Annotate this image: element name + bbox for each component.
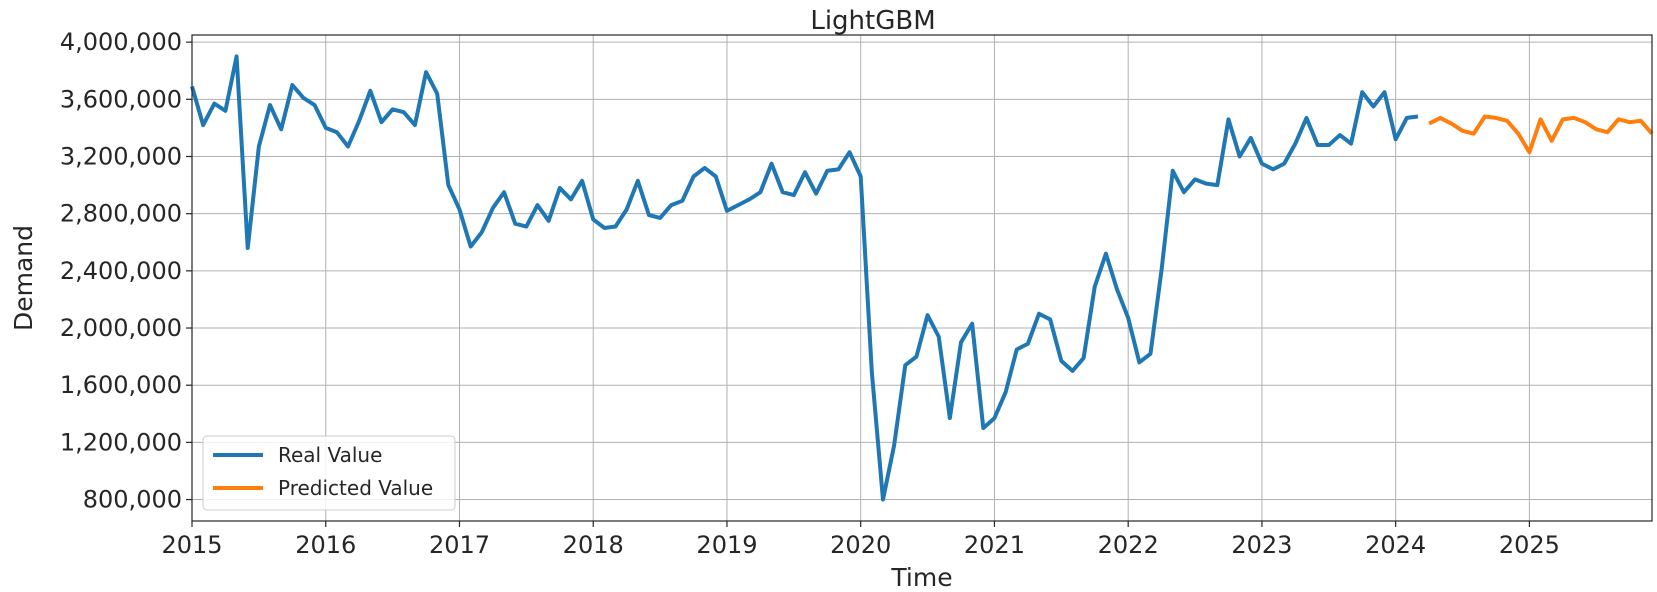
- series-line-real-value: [190, 54, 1419, 502]
- series-line-predicted-value: [1428, 114, 1654, 155]
- series-lines: [190, 54, 1654, 502]
- y-tick-label: 2,400,000: [60, 257, 182, 285]
- y-tick-label: 2,800,000: [60, 200, 182, 228]
- y-axis-ticks: 800,000 1,200,000 1,600,000 2,000,000 2,400,…: [60, 28, 192, 514]
- y-tick-label: 3,600,000: [60, 85, 182, 113]
- x-tick-label: 2025: [1499, 531, 1560, 559]
- y-tick-label: 3,200,000: [60, 143, 182, 171]
- x-tick-label: 2023: [1231, 531, 1292, 559]
- legend-label-real-value: Real Value: [278, 443, 382, 467]
- legend: Real Value Predicted Value: [202, 435, 456, 511]
- x-tick-label: 2018: [563, 531, 624, 559]
- y-tick-label: 4,000,000: [60, 28, 182, 56]
- legend-label-predicted-value: Predicted Value: [278, 476, 433, 500]
- x-tick-label: 2024: [1365, 531, 1426, 559]
- x-tick-label: 2015: [161, 531, 222, 559]
- y-tick-label: 2,000,000: [60, 314, 182, 342]
- chart-title: LightGBM: [810, 6, 935, 36]
- y-axis-title: Demand: [9, 225, 38, 331]
- x-tick-label: 2021: [964, 531, 1025, 559]
- x-tick-label: 2022: [1098, 531, 1159, 559]
- grid-lines: [191, 35, 1652, 521]
- x-tick-label: 2016: [295, 531, 356, 559]
- x-tick-label: 2020: [830, 531, 891, 559]
- legend-box: [202, 435, 456, 511]
- x-axis-title: Time: [890, 563, 952, 592]
- y-tick-label: 800,000: [83, 486, 182, 514]
- y-tick-label: 1,200,000: [60, 428, 182, 456]
- x-axis-ticks: 2015 2016 2017 2018 2019 2020 2021 2022 2023 2024…: [161, 521, 1560, 559]
- x-tick-label: 2017: [429, 531, 490, 559]
- y-tick-label: 1,600,000: [60, 371, 182, 399]
- plot-frame: [191, 34, 1653, 522]
- x-tick-label: 2019: [696, 531, 757, 559]
